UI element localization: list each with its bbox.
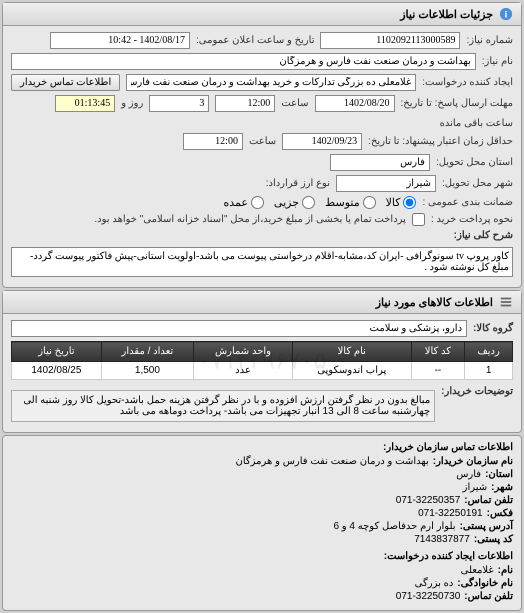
package-radio-group: کالا متوسط جزیی عمده: [223, 196, 416, 209]
goods-table: ردیفکد کالانام کالاواحد شمارشتعداد / مقد…: [11, 341, 513, 380]
creator-name-value: غلامعلی: [461, 565, 494, 576]
deadline-from-label: مهلت ارسال پاسخ: تا تاریخ:: [401, 98, 513, 109]
deadline-to-label: حداقل زمان اعتبار پیشنهاد: تا تاریخ:: [368, 136, 513, 147]
info-icon: i: [499, 7, 513, 21]
table-column-header: کد کالا: [411, 342, 465, 362]
creator-surname-value: ده بزرگی: [415, 578, 454, 589]
table-column-header: نام کالا: [292, 342, 411, 362]
description-label: شرح کلی نیاز:: [454, 230, 513, 241]
table-cell: 1402/08/25: [12, 362, 102, 380]
time-label-2: ساعت: [249, 136, 276, 147]
description-textarea: کاور پروپ tv سونوگرافی -ایران کد،مشابه-ا…: [11, 247, 513, 277]
postal-value: 7143837877: [414, 534, 470, 545]
contact-buyer-button[interactable]: اطلاعات تماس خریدار: [11, 74, 120, 91]
need-name-field: [11, 53, 476, 70]
notes-label: توضیحات خریدار:: [441, 386, 513, 397]
contact-body: اطلاعات تماس سازمان خریدار: نام سازمان خ…: [3, 436, 521, 610]
need-name-label: نام نیاز:: [482, 56, 513, 67]
radio-partial[interactable]: جزیی: [274, 196, 315, 209]
need-details-panel: i جزئیات اطلاعات نیاز شماره نیاز: تاریخ …: [2, 2, 522, 288]
table-cell: پراب اندوسکوپی: [292, 362, 411, 380]
time-label-1: ساعت: [281, 98, 308, 109]
table-body: 1--پراب اندوسکوپیعدد1,5001402/08/25: [12, 362, 513, 380]
list-icon: [499, 295, 513, 309]
creator-section-title: اطلاعات ایجاد کننده درخواست:: [11, 551, 513, 562]
phone-label: تلفن تماس:: [464, 495, 513, 506]
panel2-body: گروه کالا: ردیفکد کالانام کالاواحد شمارش…: [3, 314, 521, 432]
table-cell: 1,500: [101, 362, 193, 380]
package-label: ضمانت بندی عمومی :: [422, 197, 513, 208]
deadline-from-date: [315, 95, 395, 112]
phone-value: 071-32250357: [396, 495, 461, 506]
creator-phone-label: تلفن تماس:: [464, 591, 513, 602]
days-remaining: [149, 95, 209, 112]
request-number-field: [320, 32, 460, 49]
postal-label: کد پستی:: [474, 534, 513, 545]
radio-medium[interactable]: متوسط: [325, 196, 376, 209]
panel2-title: اطلاعات کالاهای مورد نیاز: [376, 296, 493, 309]
group-field: [11, 320, 467, 337]
table-column-header: تاریخ نیاز: [12, 342, 102, 362]
creator-surname-label: نام خانوادگی:: [457, 578, 513, 589]
table-wrapper: ردیفکد کالانام کالاواحد شمارشتعداد / مقد…: [11, 341, 513, 380]
table-column-header: ردیف: [465, 342, 513, 362]
creator-name-label: نام:: [498, 565, 513, 576]
table-cell: عدد: [194, 362, 293, 380]
contact-panel: اطلاعات تماس سازمان خریدار: نام سازمان خ…: [2, 435, 522, 611]
table-cell: --: [411, 362, 465, 380]
deadline-to-time: [183, 133, 243, 150]
days-label: روز و: [121, 98, 143, 109]
svg-text:i: i: [505, 10, 508, 21]
buyer-notes: مبالغ بدون در نظر گرفتن ارزش افزوده و با…: [11, 390, 435, 422]
province-field: [330, 154, 430, 171]
table-cell: 1: [465, 362, 513, 380]
contact-city-value: شیراز: [463, 482, 488, 493]
city-field: [336, 175, 436, 192]
province-label: استان محل تحویل:: [436, 157, 513, 168]
radio-high[interactable]: عمده: [223, 196, 263, 209]
contact-city-label: شهر:: [491, 482, 513, 493]
address-value: بلوار ارم حدفاصل کوچه 4 و 6: [333, 521, 455, 532]
goods-info-panel: اطلاعات کالاهای مورد نیاز گروه کالا: ردی…: [2, 290, 522, 433]
panel1-body: شماره نیاز: تاریخ و ساعت اعلان عمومی: نا…: [3, 26, 521, 287]
requester-field: [126, 74, 416, 91]
table-column-header: تعداد / مقدار: [101, 342, 193, 362]
payment-checkbox[interactable]: [412, 213, 425, 226]
contact-section-title: اطلاعات تماس سازمان خریدار:: [11, 442, 513, 453]
announce-label: تاریخ و ساعت اعلان عمومی:: [196, 35, 315, 46]
deadline-from-time: [215, 95, 275, 112]
panel2-header: اطلاعات کالاهای مورد نیاز: [3, 291, 521, 314]
panel1-header: i جزئیات اطلاعات نیاز: [3, 3, 521, 26]
table-column-header: واحد شمارش: [194, 342, 293, 362]
org-label: نام سازمان خریدار:: [433, 456, 513, 467]
request-number-label: شماره نیاز:: [466, 35, 513, 46]
table-head: ردیفکد کالانام کالاواحد شمارشتعداد / مقد…: [12, 342, 513, 362]
deadline-to-date: [282, 133, 362, 150]
currency-label: نوع ارز قرارداد:: [266, 178, 330, 189]
payment-note: پرداخت تمام یا بخشی از مبلغ خرید،از محل …: [94, 214, 406, 225]
address-label: آدرس پستی:: [460, 521, 513, 532]
radio-goods[interactable]: کالا: [386, 196, 417, 209]
remaining-label: ساعت باقی مانده: [440, 118, 513, 129]
fax-value: 071-32250191: [418, 508, 483, 519]
payment-label: نحوه پرداخت خرید :: [431, 214, 513, 225]
group-label: گروه کالا:: [473, 323, 513, 334]
contact-province-label: استان:: [485, 469, 513, 480]
fax-label: فکس:: [487, 508, 513, 519]
announce-field: [50, 32, 190, 49]
remaining-time: [55, 95, 115, 112]
contact-province-value: فارس: [456, 469, 481, 480]
requester-label: ایجاد کننده درخواست:: [422, 77, 513, 88]
panel1-title: جزئیات اطلاعات نیاز: [400, 8, 493, 21]
table-row: 1--پراب اندوسکوپیعدد1,5001402/08/25: [12, 362, 513, 380]
org-value: بهداشت و درمان صنعت نفت فارس و هرمزگان: [236, 456, 429, 467]
creator-phone-value: 071-32250730: [396, 591, 461, 602]
city-label: شهر محل تحویل:: [442, 178, 513, 189]
